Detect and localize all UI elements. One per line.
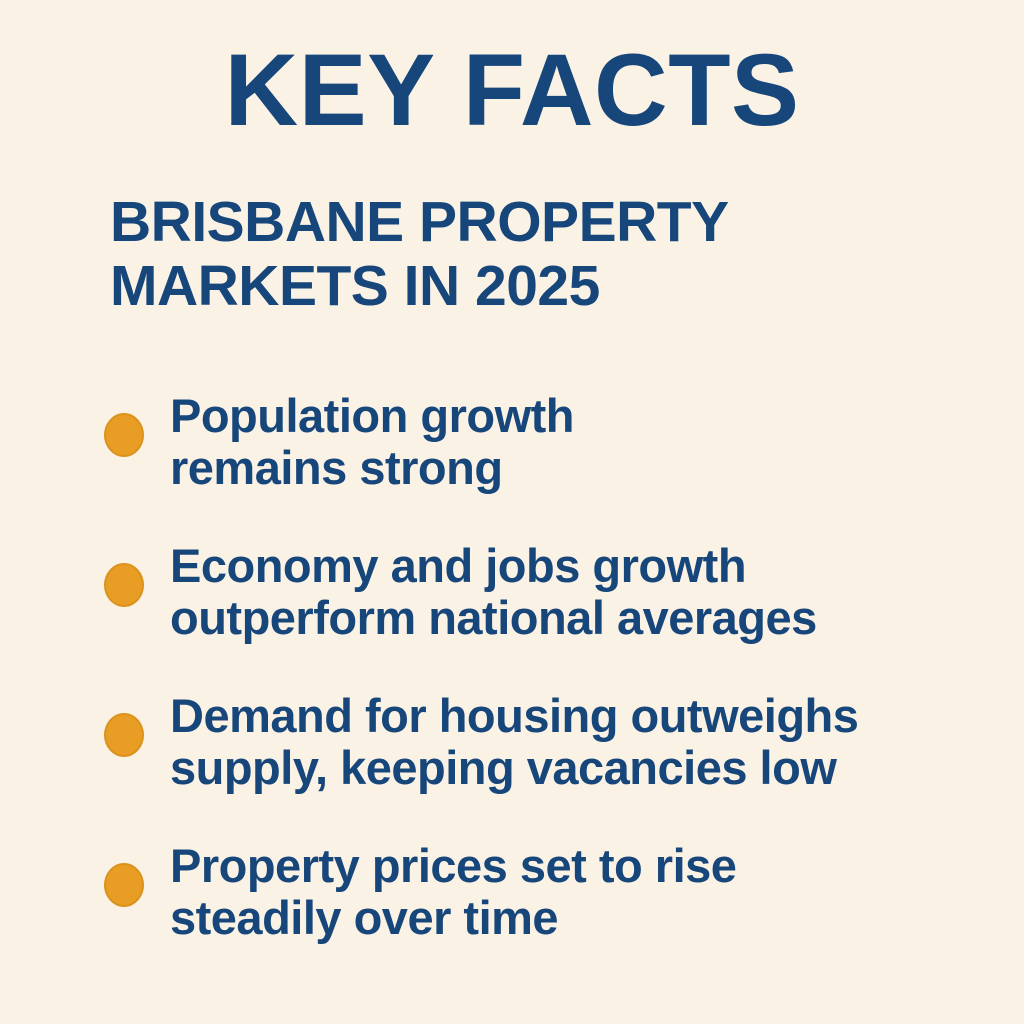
fact-text: Economy and jobs growth outperform natio… bbox=[170, 540, 817, 644]
fact-item: Economy and jobs growth outperform natio… bbox=[104, 540, 1024, 644]
facts-list: Population growth remains strong Economy… bbox=[0, 390, 1024, 944]
fact-line: Demand for housing outweighs bbox=[170, 689, 859, 742]
fact-text: Population growth remains strong bbox=[170, 389, 575, 494]
bullet-dot-icon bbox=[104, 563, 144, 607]
fact-text: Demand for housing outweighs supply, kee… bbox=[170, 689, 859, 794]
fact-item: Demand for housing outweighs supply, kee… bbox=[104, 690, 1024, 794]
bullet-dot-icon bbox=[104, 863, 144, 907]
page-title: KEY FACTS bbox=[224, 33, 800, 147]
fact-text: Property prices set to rise steadily ove… bbox=[170, 839, 737, 944]
fact-line: Property prices set to rise bbox=[170, 839, 737, 892]
fact-line: supply, keeping vacancies low bbox=[170, 741, 837, 794]
fact-item: Population growth remains strong bbox=[104, 390, 1024, 494]
fact-item: Property prices set to rise steadily ove… bbox=[104, 840, 1024, 944]
fact-line: steadily over time bbox=[170, 891, 559, 944]
fact-line: outperform national averages bbox=[170, 591, 817, 644]
bullet-dot-icon bbox=[104, 413, 144, 457]
fact-line: Economy and jobs growth bbox=[170, 539, 747, 592]
fact-line: remains strong bbox=[170, 441, 503, 494]
fact-line: Population growth bbox=[170, 389, 575, 442]
page-subtitle: BRISBANE PROPERTY MARKETS IN 2025 bbox=[110, 190, 728, 318]
bullet-dot-icon bbox=[104, 713, 144, 757]
